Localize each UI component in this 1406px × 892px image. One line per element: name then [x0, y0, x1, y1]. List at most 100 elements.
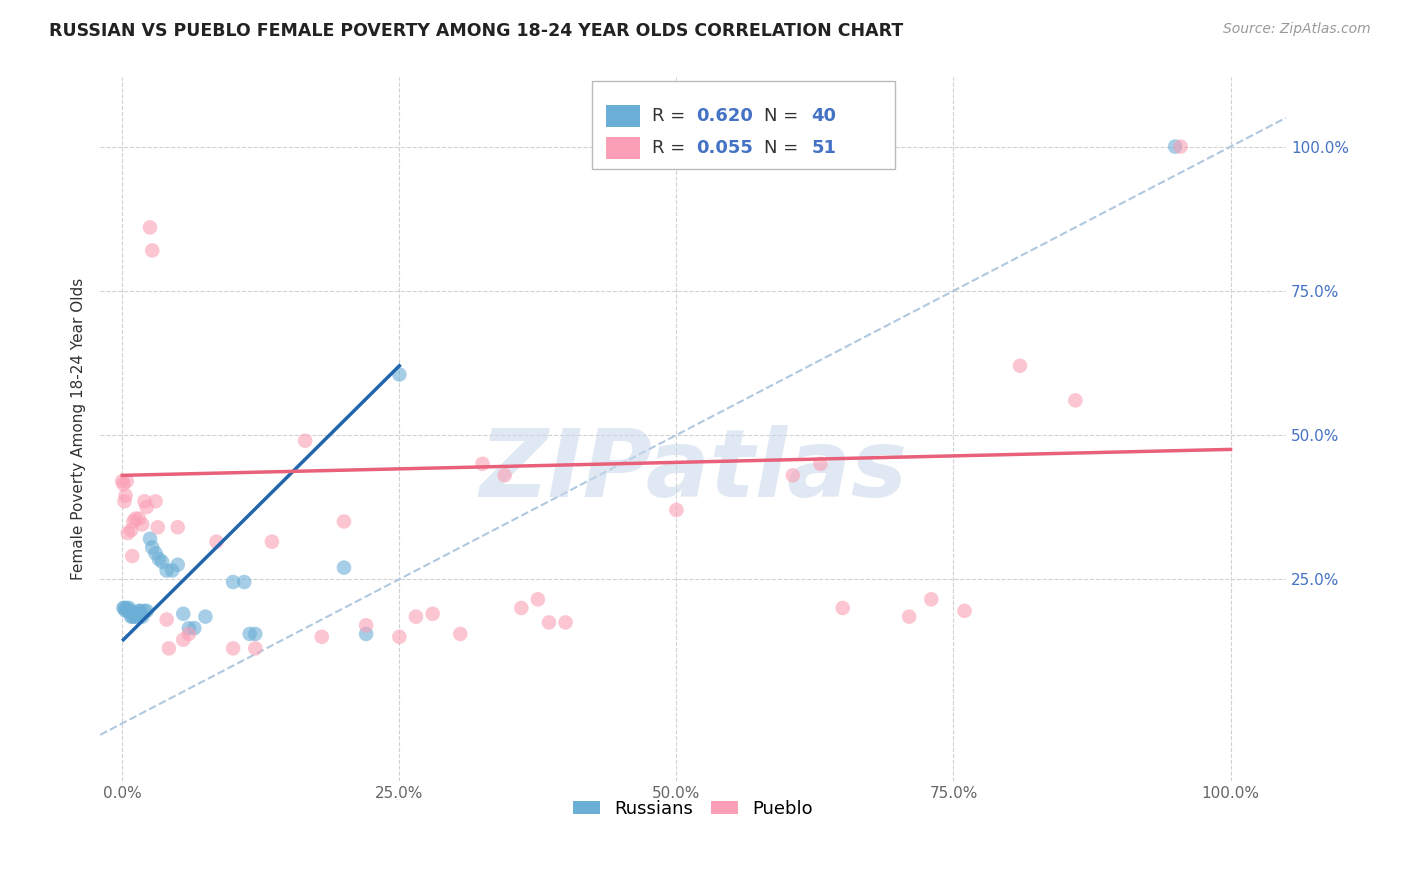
Point [121, 609, 143, 624]
Point [115, 474, 138, 488]
Point [1170, 139, 1192, 153]
Point [222, 641, 245, 656]
Point [117, 526, 139, 541]
Point [831, 601, 853, 615]
Point [782, 468, 804, 483]
Point [131, 517, 153, 532]
Point [354, 618, 377, 632]
FancyBboxPatch shape [606, 105, 640, 128]
Point [114, 494, 136, 508]
Text: N =: N = [765, 107, 804, 125]
Text: R =: R = [651, 107, 690, 125]
Point [148, 552, 170, 566]
Point [145, 494, 167, 508]
Point [145, 546, 167, 560]
Point [333, 560, 356, 574]
Point [112, 601, 135, 615]
Point [139, 220, 162, 235]
Point [128, 511, 150, 525]
Point [124, 511, 146, 525]
Point [1008, 359, 1031, 373]
Point [1064, 393, 1087, 408]
Point [125, 609, 148, 624]
Point [333, 515, 356, 529]
Point [160, 564, 183, 578]
Point [129, 607, 152, 621]
Text: 40: 40 [811, 107, 837, 125]
Point [294, 434, 316, 448]
Text: N =: N = [765, 139, 804, 157]
Point [194, 609, 217, 624]
Point [129, 604, 152, 618]
Point [388, 630, 411, 644]
Text: R =: R = [651, 139, 690, 157]
Point [156, 564, 179, 578]
Point [260, 534, 283, 549]
Point [665, 503, 688, 517]
Point [354, 627, 377, 641]
Point [150, 555, 173, 569]
Point [810, 457, 832, 471]
Point [471, 457, 494, 471]
Point [388, 368, 411, 382]
Point [311, 630, 333, 644]
Point [124, 607, 146, 621]
Point [111, 474, 134, 488]
Text: Source: ZipAtlas.com: Source: ZipAtlas.com [1223, 22, 1371, 37]
Point [172, 632, 194, 647]
Point [122, 515, 145, 529]
Point [554, 615, 576, 630]
Text: 51: 51 [811, 139, 837, 157]
Point [422, 607, 444, 621]
Point [183, 621, 205, 635]
Point [205, 534, 228, 549]
Point [118, 601, 141, 615]
Point [537, 615, 560, 630]
Point [494, 468, 516, 483]
Point [527, 592, 550, 607]
Point [449, 627, 471, 641]
Point [120, 523, 142, 537]
Point [239, 627, 262, 641]
Text: RUSSIAN VS PUEBLO FEMALE POVERTY AMONG 18-24 YEAR OLDS CORRELATION CHART: RUSSIAN VS PUEBLO FEMALE POVERTY AMONG 1… [49, 22, 904, 40]
Point [128, 604, 150, 618]
Point [1164, 139, 1187, 153]
Point [146, 520, 169, 534]
Point [118, 604, 141, 618]
Point [157, 641, 180, 656]
Point [131, 609, 153, 624]
Point [120, 609, 142, 624]
Point [222, 575, 245, 590]
Point [177, 627, 200, 641]
Point [135, 604, 157, 618]
Point [117, 604, 139, 618]
Point [114, 604, 136, 618]
Text: ZIPatlas: ZIPatlas [479, 425, 907, 517]
Point [121, 549, 143, 563]
Text: 0.055: 0.055 [696, 139, 754, 157]
Point [166, 520, 188, 534]
Point [135, 500, 157, 514]
Legend: Russians, Pueblo: Russians, Pueblo [565, 792, 821, 825]
FancyBboxPatch shape [592, 81, 894, 169]
Point [141, 244, 163, 258]
Point [233, 575, 256, 590]
Point [405, 609, 427, 624]
Point [115, 601, 138, 615]
Point [141, 541, 163, 555]
Point [134, 494, 156, 508]
Point [134, 604, 156, 618]
Point [953, 604, 976, 618]
Point [245, 641, 267, 656]
Point [166, 558, 188, 572]
Point [112, 477, 135, 491]
Point [245, 627, 267, 641]
Point [177, 621, 200, 635]
FancyBboxPatch shape [606, 136, 640, 159]
Point [156, 613, 179, 627]
Point [898, 609, 921, 624]
Y-axis label: Female Poverty Among 18-24 Year Olds: Female Poverty Among 18-24 Year Olds [72, 278, 86, 581]
Point [127, 607, 149, 621]
Point [172, 607, 194, 621]
Point [114, 489, 136, 503]
